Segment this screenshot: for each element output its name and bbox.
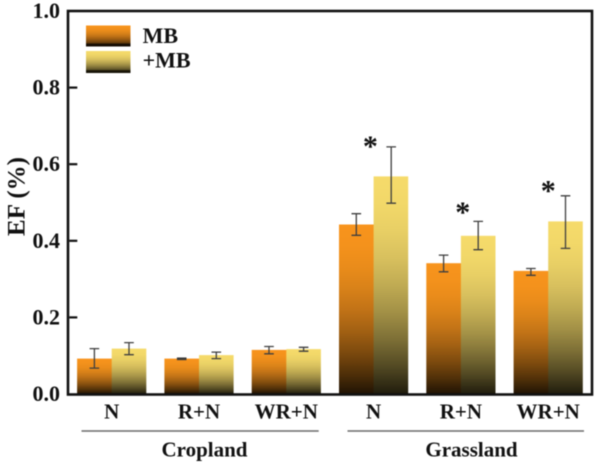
svg-text:WR+N: WR+N <box>255 400 318 424</box>
svg-text:N: N <box>366 400 381 424</box>
svg-text:*: * <box>455 196 470 229</box>
svg-text:EF (%): EF (%) <box>4 157 31 236</box>
svg-text:0.0: 0.0 <box>33 381 61 406</box>
svg-text:*: * <box>363 130 378 163</box>
svg-text:MB: MB <box>143 23 179 48</box>
svg-text:0.4: 0.4 <box>33 228 61 253</box>
svg-text:0.8: 0.8 <box>33 75 61 100</box>
svg-text:R+N: R+N <box>178 400 220 424</box>
svg-text:0.6: 0.6 <box>33 151 61 176</box>
svg-text:*: * <box>541 174 556 207</box>
svg-text:+MB: +MB <box>143 48 191 73</box>
svg-text:Grassland: Grassland <box>425 438 518 462</box>
svg-text:WR+N: WR+N <box>517 400 580 424</box>
svg-text:R+N: R+N <box>440 400 482 424</box>
svg-text:Cropland: Cropland <box>162 438 248 462</box>
svg-text:1.0: 1.0 <box>33 0 61 23</box>
svg-text:0.2: 0.2 <box>33 304 61 329</box>
svg-text:N: N <box>104 400 119 424</box>
